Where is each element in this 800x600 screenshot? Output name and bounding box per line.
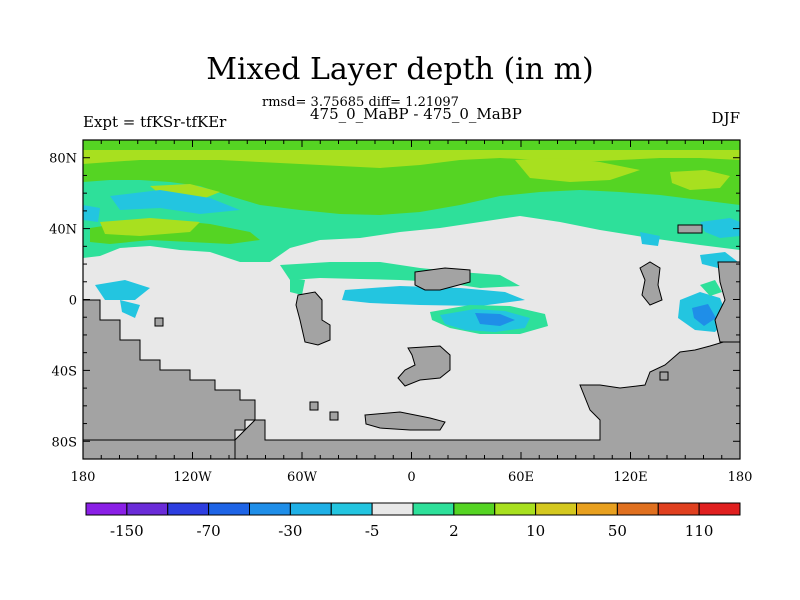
- season-label: DJF: [711, 109, 740, 127]
- latitude-axis: 80N 40N 0 40S 80S: [49, 139, 740, 460]
- lat-tick-label: 0: [69, 294, 77, 309]
- contour-cyan-west-eq: [95, 280, 150, 300]
- colorbar-label: -5: [365, 522, 380, 540]
- lat-tick-label: 40S: [52, 364, 77, 379]
- colorbar-label: 50: [608, 522, 627, 540]
- colorbar-swatch: [616, 502, 659, 516]
- lon-tick-label: 60W: [287, 470, 318, 485]
- plot-title: Mixed Layer depth (in m): [206, 52, 594, 87]
- colorbar-swatch: [330, 502, 373, 516]
- contour-cyan-equatorial: [342, 286, 525, 306]
- longitude-axis: 180 120W 60W 0 60E 120E 180: [71, 140, 753, 485]
- land-south-2: [364, 411, 446, 431]
- contour-cyan-n2: [83, 205, 100, 222]
- colorbar-swatch: [453, 502, 496, 516]
- contour-teal-atlantic: [290, 278, 305, 295]
- colorbar-swatch: [576, 502, 618, 516]
- colorbar-swatch: [412, 502, 455, 516]
- contour-cyan-n1: [110, 190, 240, 214]
- lon-tick-label: 0: [407, 470, 415, 485]
- colorbar-swatch: [535, 502, 577, 516]
- contour-blue-southeq: [475, 313, 515, 326]
- land-atlantic-island: [295, 291, 331, 346]
- lon-tick-label: 180: [71, 470, 96, 485]
- land-america-south: [83, 299, 256, 441]
- lon-tick-label: 120E: [613, 470, 647, 485]
- colorbar-swatch: [126, 502, 169, 516]
- colorbar-swatch: [698, 502, 741, 516]
- land-east-1: [639, 261, 663, 306]
- land-east-3: [714, 261, 740, 343]
- contour-yellowgreen-patch-2: [670, 170, 730, 190]
- contour-cyan-pacific-south: [120, 300, 140, 318]
- lon-tick-label: 180: [728, 470, 753, 485]
- contour-cyan-n4: [640, 232, 660, 246]
- colorbar-label: 2: [449, 522, 459, 540]
- contour-yellowgreen-patch-1: [515, 158, 640, 182]
- stats-text: rmsd= 3.75685 diff= 1.21097: [262, 95, 459, 110]
- colorbar-swatch: [208, 502, 250, 516]
- land-central-block: [414, 267, 471, 291]
- land-small-4: [659, 371, 669, 381]
- colorbar: -150 -70 -30 -5 2 10 50 110: [85, 502, 741, 540]
- colorbar-label: -70: [197, 522, 221, 540]
- contour-blue-w-pacific: [692, 304, 716, 326]
- colorbar-swatch: [249, 502, 291, 516]
- plot-subtitle: 475_0_MaBP - 475_0_MaBP: [310, 105, 522, 123]
- land-small-3: [154, 317, 164, 327]
- contour-yellowgreen-north: [83, 150, 740, 168]
- colorbar-label: -30: [278, 522, 302, 540]
- contour-teal-w-pacific: [700, 280, 722, 296]
- map-field: [83, 140, 740, 459]
- experiment-label: Expt = tfKSr-tfKEr: [83, 113, 227, 131]
- colorbar-label: 110: [685, 522, 714, 540]
- colorbar-swatch: [371, 502, 414, 516]
- lon-tick-label: 60E: [508, 470, 534, 485]
- land-small-1: [309, 401, 319, 411]
- contour-yellowgreen-patch-4: [100, 218, 200, 236]
- lon-tick-label: 120W: [173, 470, 212, 485]
- colorbar-swatch: [494, 502, 537, 516]
- colorbar-label: -150: [110, 522, 144, 540]
- colorbar-swatch: [657, 502, 700, 516]
- land-masses: [83, 224, 740, 459]
- land-west-coast: [83, 439, 236, 459]
- land-east-2: [677, 224, 703, 234]
- colorbar-swatch: [85, 502, 128, 516]
- contour-cyan-n3: [700, 218, 740, 238]
- land-small-2: [329, 411, 339, 421]
- land-south-1: [397, 345, 451, 387]
- colorbar-swatch: [289, 502, 332, 516]
- colorbar-swatch: [167, 502, 210, 516]
- colorbar-label: 10: [526, 522, 545, 540]
- lat-tick-label: 40N: [49, 223, 77, 238]
- lat-tick-label: 80S: [52, 435, 77, 450]
- lat-tick-label: 80N: [49, 152, 77, 167]
